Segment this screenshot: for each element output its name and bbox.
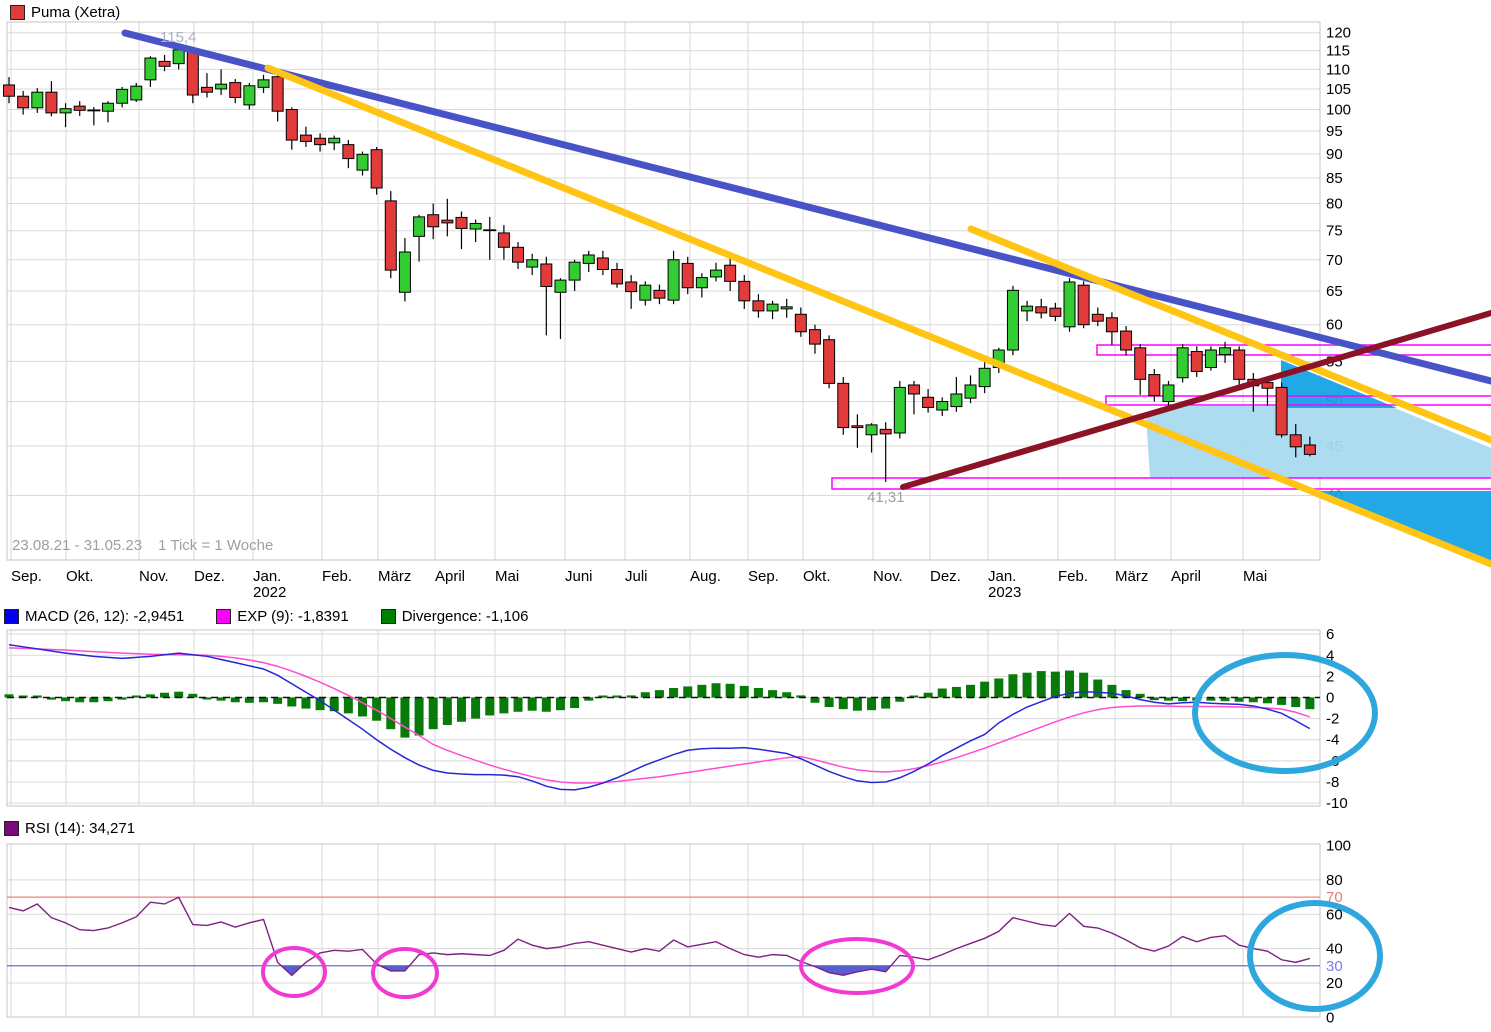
macd-legend-item-macd: MACD (26, 12): -2,9451 bbox=[4, 608, 184, 625]
svg-text:März: März bbox=[378, 568, 411, 585]
macd-legend-label: MACD (26, 12): -2,9451 bbox=[25, 608, 185, 625]
svg-text:110: 110 bbox=[1326, 61, 1350, 78]
svg-text:0: 0 bbox=[1326, 690, 1334, 707]
price-zones bbox=[831, 344, 1491, 490]
channel-fill-areas bbox=[1146, 360, 1491, 563]
svg-text:Dez.: Dez. bbox=[194, 568, 225, 585]
main-legend: Puma (Xetra) bbox=[10, 4, 120, 21]
svg-text:April: April bbox=[1171, 568, 1201, 585]
svg-text:-10: -10 bbox=[1326, 795, 1348, 812]
svg-text:Aug.: Aug. bbox=[690, 568, 721, 585]
exp-legend-label: EXP (9): -1,8391 bbox=[237, 608, 349, 625]
date-range-note: 23.08.21 - 31.05.23 1 Tick = 1 Woche bbox=[12, 537, 273, 554]
rsi-legend-item: RSI (14): 34,271 bbox=[4, 820, 135, 837]
svg-text:Nov.: Nov. bbox=[873, 568, 903, 585]
svg-text:Mai: Mai bbox=[495, 568, 519, 585]
svg-text:Okt.: Okt. bbox=[66, 568, 94, 585]
svg-text:April: April bbox=[435, 568, 465, 585]
svg-text:-8: -8 bbox=[1326, 774, 1339, 791]
svg-text:Jan.: Jan. bbox=[988, 568, 1016, 585]
svg-text:85: 85 bbox=[1326, 170, 1343, 187]
svg-text:Dez.: Dez. bbox=[930, 568, 961, 585]
divergence-swatch-icon bbox=[380, 609, 396, 624]
svg-text:95: 95 bbox=[1326, 123, 1343, 140]
macd-line-swatch-icon bbox=[4, 609, 19, 624]
channel-yellow-short bbox=[967, 225, 1491, 444]
high-price-annotation: 115,4 bbox=[160, 29, 197, 46]
svg-text:60: 60 bbox=[1326, 317, 1343, 334]
macd-histogram bbox=[4, 670, 1315, 738]
trendlines-group bbox=[121, 29, 1491, 568]
svg-text:105: 105 bbox=[1326, 81, 1351, 98]
svg-text:0: 0 bbox=[1326, 1009, 1334, 1026]
svg-text:2: 2 bbox=[1326, 668, 1334, 685]
divergence-legend-label: Divergence: -1,106 bbox=[401, 608, 529, 625]
svg-text:115: 115 bbox=[1326, 43, 1350, 60]
svg-text:Sep.: Sep. bbox=[11, 568, 42, 585]
svg-text:80: 80 bbox=[1326, 196, 1343, 213]
macd-legend-item-divergence: Divergence: -1,106 bbox=[380, 608, 529, 625]
svg-text:2022: 2022 bbox=[253, 584, 286, 601]
rsi-legend-label: RSI (14): 34,271 bbox=[25, 820, 136, 837]
rsi-swatch-icon bbox=[4, 821, 19, 836]
macd-legend: MACD (26, 12): -2,9451 EXP (9): -1,8391 … bbox=[4, 608, 528, 625]
main-legend-item: Puma (Xetra) bbox=[10, 4, 120, 21]
svg-text:100: 100 bbox=[1326, 102, 1351, 119]
svg-text:Feb.: Feb. bbox=[1058, 568, 1088, 585]
date-range-text: 23.08.21 - 31.05.23 bbox=[12, 537, 143, 554]
svg-text:Nov.: Nov. bbox=[139, 568, 169, 585]
svg-text:100: 100 bbox=[1326, 838, 1351, 855]
svg-text:Mai: Mai bbox=[1243, 568, 1267, 585]
svg-text:80: 80 bbox=[1326, 872, 1343, 889]
svg-text:90: 90 bbox=[1326, 146, 1343, 163]
svg-text:4: 4 bbox=[1326, 647, 1334, 664]
svg-text:Juni: Juni bbox=[565, 568, 593, 585]
puma-legend-swatch-icon bbox=[10, 5, 25, 20]
svg-text:40: 40 bbox=[1326, 941, 1343, 958]
rsi-legend: RSI (14): 34,271 bbox=[4, 820, 135, 837]
svg-text:75: 75 bbox=[1326, 223, 1343, 240]
chart-title: Puma (Xetra) bbox=[31, 4, 121, 21]
svg-text:-2: -2 bbox=[1326, 711, 1339, 728]
low-price-annotation: 41,31 bbox=[867, 489, 905, 506]
svg-text:Jan.: Jan. bbox=[253, 568, 281, 585]
macd-grid bbox=[6, 629, 1321, 807]
svg-text:120: 120 bbox=[1326, 25, 1351, 42]
svg-text:6: 6 bbox=[1326, 626, 1334, 643]
downtrend-blue bbox=[121, 29, 1491, 385]
rsi-highlight-circles bbox=[261, 900, 1383, 1012]
svg-text:60: 60 bbox=[1326, 906, 1343, 923]
candles-group bbox=[3, 49, 1316, 482]
svg-text:20: 20 bbox=[1326, 975, 1343, 992]
svg-text:2023: 2023 bbox=[988, 584, 1021, 601]
svg-text:März: März bbox=[1115, 568, 1148, 585]
svg-text:Sep.: Sep. bbox=[748, 568, 779, 585]
macd-highlight-circle bbox=[1192, 652, 1378, 774]
rsi-grid bbox=[6, 843, 1321, 1018]
macd-lines bbox=[8, 643, 1311, 791]
svg-text:65: 65 bbox=[1326, 283, 1343, 300]
svg-text:70: 70 bbox=[1326, 889, 1343, 906]
svg-text:Juli: Juli bbox=[625, 568, 648, 585]
svg-text:30: 30 bbox=[1326, 958, 1343, 975]
svg-text:Okt.: Okt. bbox=[803, 568, 831, 585]
channel-yellow-long bbox=[264, 64, 1491, 568]
tick-interval-text: 1 Tick = 1 Woche bbox=[158, 537, 274, 554]
uptrend-darkred bbox=[900, 310, 1491, 490]
macd-legend-item-exp: EXP (9): -1,8391 bbox=[216, 608, 349, 625]
svg-text:-4: -4 bbox=[1326, 732, 1339, 749]
main-axis-labels: 120115110105100959085807570656055504540S… bbox=[11, 25, 1351, 601]
rsi-line bbox=[8, 896, 1311, 977]
svg-text:Feb.: Feb. bbox=[322, 568, 352, 585]
svg-text:70: 70 bbox=[1326, 252, 1343, 269]
exp-line-swatch-icon bbox=[216, 609, 232, 624]
